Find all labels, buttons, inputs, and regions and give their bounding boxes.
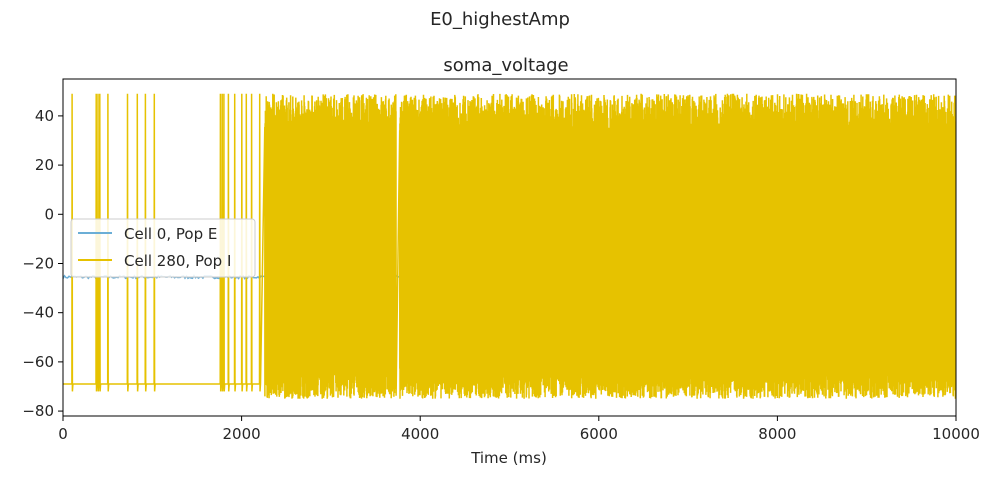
x-tick-label: 6000 <box>580 425 618 443</box>
legend-label-cell-0: Cell 0, Pop E <box>124 225 217 243</box>
y-tick-label: 40 <box>35 107 54 125</box>
legend-box <box>70 218 256 278</box>
figure-suptitle: E0_highestAmp <box>430 9 570 30</box>
legend: Cell 0, Pop E Cell 280, Pop I <box>70 218 256 278</box>
x-axis-label: Time (ms) <box>470 449 547 467</box>
x-tick-label: 0 <box>58 425 68 443</box>
series-line-cell-280 <box>63 93 956 399</box>
y-tick-label: −20 <box>22 254 54 272</box>
x-tick-label: 4000 <box>401 425 439 443</box>
x-tick-label: 2000 <box>223 425 261 443</box>
x-axis: 0 2000 4000 6000 8000 10000 <box>58 416 980 443</box>
y-tick-label: −80 <box>22 402 54 420</box>
x-tick-label: 8000 <box>758 425 796 443</box>
y-tick-label: 20 <box>35 156 54 174</box>
y-tick-label: −60 <box>22 353 54 371</box>
x-tick-label: 10000 <box>932 425 980 443</box>
legend-label-cell-280: Cell 280, Pop I <box>124 252 231 270</box>
y-tick-label: 0 <box>44 205 54 223</box>
y-tick-label: −40 <box>22 304 54 322</box>
chart-title: soma_voltage <box>443 55 568 76</box>
y-axis: 40 20 0 −20 −40 −60 −80 <box>22 107 63 420</box>
plot-frame <box>62 78 957 417</box>
